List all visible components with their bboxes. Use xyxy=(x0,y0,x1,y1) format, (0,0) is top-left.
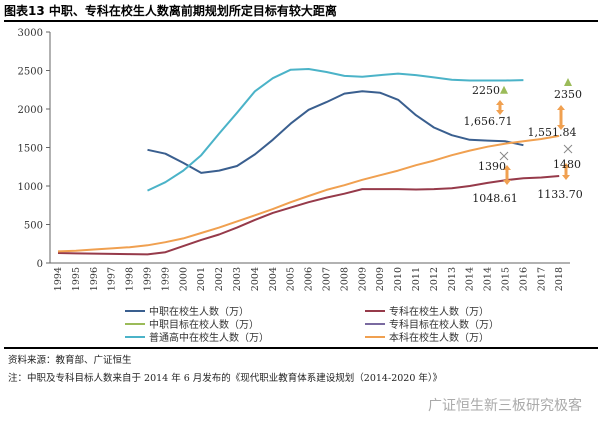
x-tick-label: 2010 xyxy=(393,267,404,291)
legend-label: 专科目标在校人数（万） xyxy=(389,320,499,331)
legend-swatch xyxy=(365,322,385,325)
gap-arrow-head xyxy=(557,125,565,130)
x-tick-label: 2015 xyxy=(501,267,512,291)
gap-arrow-head xyxy=(562,175,570,180)
y-tick-label: 1000 xyxy=(18,182,43,193)
x-tick-label: 2005 xyxy=(286,267,297,291)
legend-item: 本科在校生人数（万） xyxy=(365,329,489,344)
x-tick-label: 2004 xyxy=(250,267,261,291)
x-tick-label: 1998 xyxy=(125,267,136,291)
data-annotation: 1,656.71 xyxy=(464,115,513,128)
x-tick-label: 2007 xyxy=(322,267,333,291)
y-tick-label: 3000 xyxy=(18,28,43,39)
x-tick-label: 1996 xyxy=(89,267,100,291)
footnote: 注：中职及专科目标人数来自于 2014 年 6 月发布的《现代职业教育体系建设规… xyxy=(8,373,443,384)
data-annotation: 2350 xyxy=(554,88,582,101)
x-tick-label: 1995 xyxy=(71,267,82,291)
data-annotation: 2250 xyxy=(472,84,500,97)
gap-arrow-head xyxy=(557,105,565,110)
x-tick-label: 2018 xyxy=(554,267,565,291)
legend-label: 专科在校生人数（万） xyxy=(389,307,489,318)
legend-swatch xyxy=(125,322,145,325)
y-tick-label: 500 xyxy=(24,221,43,232)
target-marker-triangle xyxy=(564,78,572,87)
x-tick-label: 2002 xyxy=(214,267,225,291)
legend-swatch xyxy=(365,335,385,338)
y-tick-label: 2500 xyxy=(18,67,43,78)
x-tick-label: 2009 xyxy=(375,267,386,291)
x-tick-label: 1994 xyxy=(53,267,64,291)
legend-label: 中职在校生人数（万） xyxy=(149,307,249,318)
legend-label: 普通高中在校生人数（万） xyxy=(149,333,269,344)
x-tick-label: 2008 xyxy=(339,267,350,291)
gap-arrow-head xyxy=(562,163,570,168)
data-annotation: 1390 xyxy=(478,160,506,173)
target-marker-x xyxy=(563,144,573,154)
gap-arrow-head xyxy=(496,100,504,105)
x-tick-label: 2000 xyxy=(178,267,189,291)
gap-arrow-head xyxy=(496,110,504,115)
source-note: 资料来源：教育部、广证恒生 xyxy=(8,355,132,366)
legend-label: 中职目标在校人数（万） xyxy=(149,320,259,331)
chart-title: 图表13 中职、专科在校生人数离前期规划所定目标有较大距离 xyxy=(4,4,337,18)
legend-item: 专科在校生人数（万） xyxy=(365,303,489,318)
legend-swatch xyxy=(125,309,145,312)
x-tick-label: 1999 xyxy=(143,267,154,291)
legend-item: 中职目标在校人数（万） xyxy=(125,316,259,331)
x-tick-label: 2017 xyxy=(536,267,547,291)
legend-swatch xyxy=(125,335,145,338)
target-marker-triangle xyxy=(500,85,508,94)
y-tick-label: 0 xyxy=(37,259,43,270)
data-annotation: 1,551.84 xyxy=(528,126,577,139)
title-rule xyxy=(4,20,598,22)
x-tick-label: 2009 xyxy=(357,267,368,291)
series-line xyxy=(147,68,524,192)
line-chart: 0 500 1000 1500 2000 2500 3000 1994 1995 1996 1997… xyxy=(18,28,583,291)
legend-label: 本科在校生人数（万） xyxy=(389,333,489,344)
x-tick-label: 2004 xyxy=(268,267,279,291)
series-line xyxy=(57,175,560,256)
target-marker-x xyxy=(499,151,509,161)
watermark: 广证恒生新三板研究极客 xyxy=(428,398,582,414)
legend-item: 专科目标在校人数（万） xyxy=(365,316,499,331)
x-tick-label: 2014 xyxy=(465,267,476,291)
y-tick-label: 1500 xyxy=(18,144,43,155)
series-line xyxy=(57,134,560,253)
x-tick-label: 1997 xyxy=(107,267,118,291)
data-annotation: 1133.70 xyxy=(537,188,583,201)
data-annotation: 1048.61 xyxy=(472,192,518,205)
x-tick-label: 2016 xyxy=(518,267,529,291)
x-tick-label: 2011 xyxy=(411,267,422,291)
series-line xyxy=(147,90,524,174)
y-tick-label: 2000 xyxy=(18,105,43,116)
x-tick-label: 2006 xyxy=(304,267,315,291)
legend-swatch xyxy=(365,309,385,312)
x-tick-label: 2012 xyxy=(429,267,440,291)
x-tick-label: 1999 xyxy=(160,267,171,291)
gap-arrow-head xyxy=(503,165,511,170)
x-tick-label: 2001 xyxy=(196,267,207,291)
gap-arrow-head xyxy=(503,180,511,185)
x-tick-label: 2013 xyxy=(447,267,458,291)
legend-item: 普通高中在校生人数（万） xyxy=(125,329,269,344)
data-annotation: 1480 xyxy=(553,158,581,171)
legend-item: 中职在校生人数（万） xyxy=(125,303,249,318)
x-tick-label: 2003 xyxy=(232,267,243,291)
footer-rule xyxy=(4,347,598,349)
x-tick-label: 2014 xyxy=(483,267,494,291)
